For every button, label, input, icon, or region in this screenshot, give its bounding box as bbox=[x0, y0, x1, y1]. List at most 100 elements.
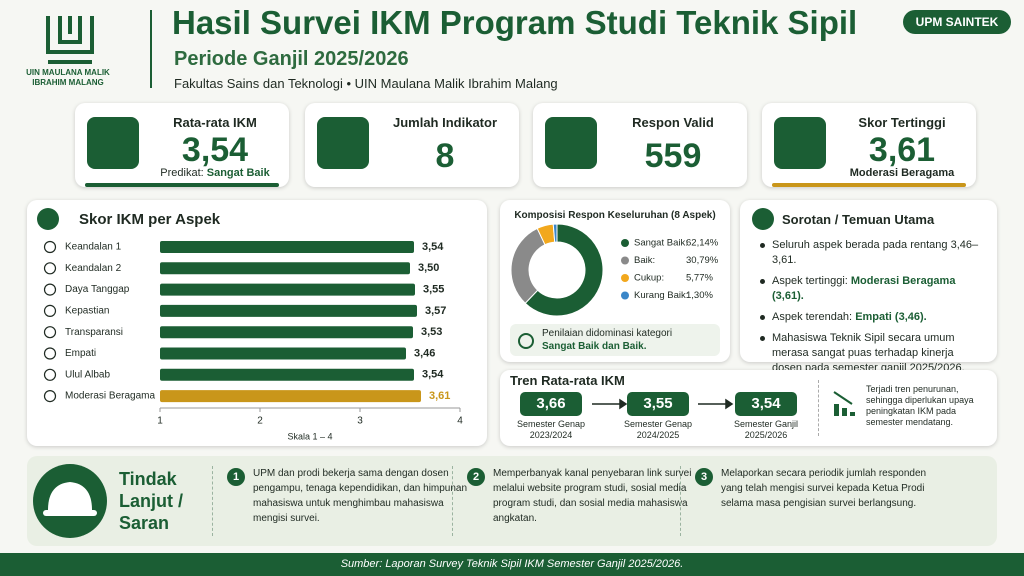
kpi-label: Rata-rata IKM bbox=[173, 115, 257, 130]
x-axis-label: Skala 1 – 4 bbox=[287, 431, 332, 441]
x-tick-label: 4 bbox=[457, 416, 463, 427]
action-number: 2 bbox=[467, 468, 485, 486]
highlights-panel: Sorotan / Temuan Utama Seluruh aspek ber… bbox=[740, 200, 997, 374]
category-label: Kepastian bbox=[65, 306, 109, 317]
kpi-label: Jumlah Indikator bbox=[392, 115, 498, 130]
trend-period: Semester Genap 2024/2025 bbox=[623, 419, 693, 440]
value-label: 3,53 bbox=[421, 326, 442, 338]
value-label: 3,54 bbox=[422, 241, 444, 253]
action-number: 3 bbox=[695, 468, 713, 486]
actions-title: Tindak Lanjut / Saran bbox=[119, 469, 183, 533]
trend-panel: Tren Rata-rata IKM Terjadi tren penuruna… bbox=[500, 370, 997, 446]
bar-title: Skor IKM per Aspek bbox=[79, 211, 221, 228]
kpi-note: Predikat: Sangat Baik bbox=[147, 167, 283, 179]
category-label: Keandalan 2 bbox=[65, 263, 122, 274]
divider bbox=[150, 10, 152, 88]
pie-value-label: 5,77% bbox=[686, 273, 713, 284]
kpi-note-label: Predikat: bbox=[160, 167, 204, 179]
trend-title: Tren Rata-rata IKM bbox=[510, 373, 625, 388]
highlight-text: Aspek tertinggi: bbox=[772, 275, 848, 287]
star-icon bbox=[752, 208, 774, 230]
action-separator bbox=[212, 466, 214, 536]
legend-swatch bbox=[621, 256, 629, 265]
pie-value-label: 1,30% bbox=[686, 290, 713, 301]
kpi-card: Skor Tertinggi 3,61 Moderasi Beragama bbox=[762, 103, 976, 187]
trend-sep bbox=[818, 380, 820, 436]
pie-title: Komposisi Respon Keseluruhan (8 Aspek) bbox=[514, 210, 716, 221]
legend-swatch bbox=[621, 274, 629, 282]
highlight-item: Aspek terendah: Empati (3,46). bbox=[758, 310, 983, 325]
kpi-value: 559 bbox=[644, 137, 702, 175]
pie-panel: Komposisi Respon Keseluruhan (8 Aspek) P… bbox=[500, 200, 730, 362]
kpi-card: Rata-rata IKM 3,54 Predikat: Sangat Baik bbox=[75, 103, 289, 187]
trend-value: 3,54 bbox=[735, 392, 797, 416]
kpi-label: Respon Valid bbox=[632, 115, 714, 130]
highlights-title: Sorotan / Temuan Utama bbox=[782, 212, 935, 227]
faculty: Fakultas Sains dan Teknologi • UIN Maula… bbox=[174, 76, 558, 91]
kpi-note: Moderasi Beragama bbox=[834, 167, 970, 179]
category-label: Transparansi bbox=[65, 327, 123, 338]
kpi-icon bbox=[317, 117, 369, 169]
aspect-icon bbox=[43, 390, 57, 403]
title: Hasil Survei IKM Program Studi Teknik Si… bbox=[172, 4, 858, 41]
aspect-icon bbox=[43, 240, 57, 254]
logo bbox=[46, 16, 94, 64]
helmet-icon bbox=[33, 464, 107, 538]
category-label: Empati bbox=[65, 348, 96, 359]
category-label: Daya Tanggap bbox=[65, 284, 130, 295]
action-text: UPM dan prodi bekerja sama dengan dosen … bbox=[253, 468, 468, 524]
bar bbox=[160, 304, 417, 317]
pie-slice bbox=[552, 223, 558, 243]
aspect-icon bbox=[43, 262, 57, 275]
trend-arrows bbox=[592, 398, 734, 410]
bar bbox=[160, 262, 410, 275]
kpi-note-value: Sangat Baik bbox=[206, 167, 270, 179]
kpi-value: 3,61 bbox=[868, 131, 936, 169]
kpi-card: Respon Valid 559 bbox=[533, 103, 747, 187]
category-label: Keandalan 1 bbox=[65, 242, 122, 253]
kpi-value: 8 bbox=[435, 137, 455, 175]
value-label: 3,55 bbox=[423, 284, 444, 296]
kpi-accent bbox=[85, 183, 279, 187]
value-label: 3,61 bbox=[429, 390, 450, 402]
action-separator bbox=[452, 466, 454, 536]
pie-note-box: Penilaian didominasi kategori Sangat Baik… bbox=[510, 324, 720, 356]
trend-period: Semester Genap 2023/2024 bbox=[516, 419, 586, 440]
pie-note-bold: Sangat Baik dan Baik. bbox=[542, 341, 647, 352]
aspect-icon bbox=[43, 304, 57, 317]
kpi-card: Jumlah Indikator 8 bbox=[305, 103, 519, 187]
kpi-value: 3,54 bbox=[181, 131, 249, 169]
logo-text: UIN MAULANA MALIK IBRAHIM MALANG bbox=[26, 68, 110, 87]
kpi-label: Skor Tertinggi bbox=[858, 115, 946, 130]
pie-value-label: 62,14% bbox=[686, 238, 719, 249]
subtitle: Periode Ganjil 2025/2026 bbox=[174, 48, 409, 70]
highlights-list: Seluruh aspek berada pada rentang 3,46–3… bbox=[758, 238, 983, 382]
pie-note: Penilaian didominasi kategori Sangat Baik… bbox=[542, 327, 672, 353]
trend-value: 3,55 bbox=[627, 392, 689, 416]
trend-period: Semester Ganjil 2025/2026 bbox=[733, 419, 799, 440]
aspect-icon bbox=[43, 283, 57, 296]
action-number: 1 bbox=[227, 468, 245, 486]
legend-label: Cukup: bbox=[634, 273, 664, 284]
category-label: Ulul Albab bbox=[65, 369, 110, 380]
x-tick-label: 2 bbox=[257, 416, 263, 427]
kpi-icon bbox=[87, 117, 139, 169]
footer: Sumber: Laporan Survey Teknik Sipil IKM … bbox=[0, 553, 1024, 576]
pie-value-label: 30,79% bbox=[686, 255, 719, 266]
trend-icon bbox=[833, 391, 855, 416]
trend-value: 3,66 bbox=[520, 392, 582, 416]
check-icon bbox=[518, 333, 534, 349]
legend-swatch bbox=[621, 239, 629, 247]
action-text: Memperbanyak kanal penyebaran link surve… bbox=[493, 468, 692, 524]
bar bbox=[160, 368, 414, 381]
bar bbox=[160, 283, 415, 296]
kpi-note-value: Moderasi Beragama bbox=[849, 167, 955, 179]
value-label: 3,46 bbox=[414, 347, 435, 359]
legend-swatch bbox=[621, 291, 629, 300]
trend-note: Terjadi tren penurunan, sehingga diperlu… bbox=[866, 384, 974, 427]
bar bbox=[160, 347, 406, 360]
highlight-bold: Empati (3,46). bbox=[855, 311, 927, 323]
legend-label: Kurang Baik: bbox=[634, 290, 688, 301]
bar bbox=[160, 326, 413, 339]
